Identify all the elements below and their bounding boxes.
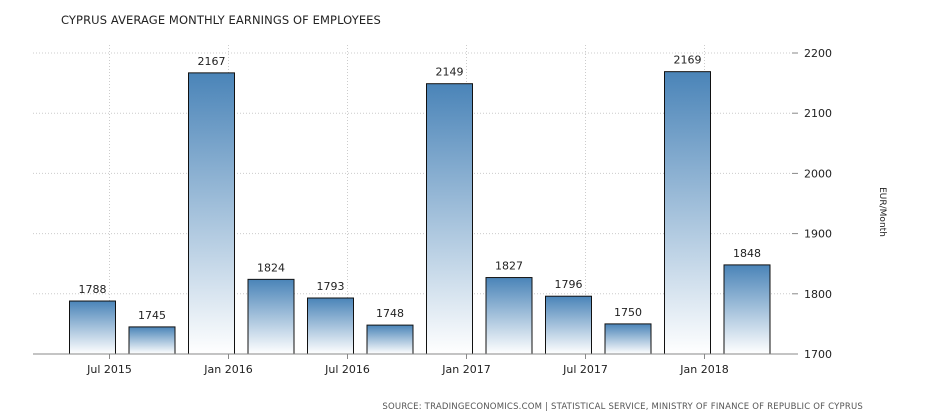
bar[interactable] (545, 295, 592, 355)
bar-chart: 1788 1745 2167 1824 1793 1748 2149 1827 1796 1750… (33, 45, 887, 376)
y-tick-label: 2200 (804, 47, 832, 60)
y-tick-label: 1900 (804, 228, 832, 241)
bar-value-label: 1848 (733, 247, 761, 260)
bar-value-label: 1748 (376, 307, 404, 320)
bar-value-label: 1793 (317, 280, 345, 293)
x-tick-label: Jan 2017 (441, 363, 490, 376)
bar-value-label: 1827 (495, 260, 523, 273)
bar-value-label: 1750 (614, 306, 642, 319)
bar-value-label: 1788 (79, 283, 107, 296)
bar-value-label: 1824 (257, 261, 285, 274)
bar[interactable] (188, 72, 235, 355)
bars (69, 71, 771, 355)
bar-value-label: 1745 (138, 309, 166, 322)
bar[interactable] (604, 323, 652, 355)
bar-value-label: 2149 (436, 66, 464, 79)
axes: 1700 1800 1900 2000 2100 2200 Jul 2015 Jan 2016… (33, 47, 832, 376)
bar-value-label: 2169 (674, 54, 702, 67)
bar[interactable] (69, 300, 116, 355)
bar-value-label: 2167 (198, 55, 226, 68)
y-axis-title: EUR/Month (877, 187, 887, 237)
y-tick-label: 2000 (804, 167, 832, 180)
bar-value-label: 1796 (555, 278, 583, 291)
bar[interactable] (723, 264, 771, 355)
x-tick-label: Jul 2017 (562, 363, 608, 376)
bar[interactable] (247, 278, 295, 355)
bar[interactable] (307, 297, 354, 355)
bar[interactable] (485, 277, 533, 355)
chart-title: CYPRUS AVERAGE MONTHLY EARNINGS OF EMPLO… (61, 13, 381, 27)
bar[interactable] (128, 326, 176, 355)
x-tick-label: Jul 2016 (324, 363, 370, 376)
x-tick-label: Jan 2016 (203, 363, 252, 376)
bar[interactable] (664, 71, 711, 355)
bar[interactable] (366, 324, 414, 355)
data-labels: 1788 1745 2167 1824 1793 1748 2149 1827 1796 1750… (79, 54, 762, 322)
x-tick-label: Jan 2018 (679, 363, 728, 376)
y-tick-label: 2100 (804, 107, 832, 120)
source-note: SOURCE: TRADINGECONOMICS.COM | STATISTIC… (382, 402, 863, 412)
y-tick-label: 1700 (804, 348, 832, 361)
y-tick-label: 1800 (804, 288, 832, 301)
x-tick-label: Jul 2015 (86, 363, 132, 376)
bar[interactable] (426, 83, 473, 355)
